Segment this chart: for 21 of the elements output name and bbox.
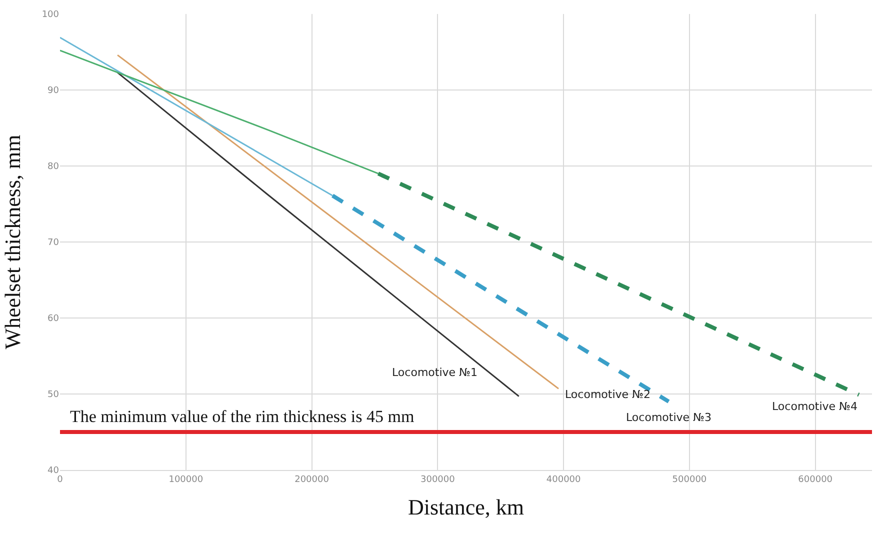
y-tick-label: 100	[42, 10, 60, 20]
y-axis-title: Wheelset thickness, mm	[0, 134, 25, 350]
series-label: Locomotive №2	[565, 388, 650, 401]
y-tick-label: 60	[48, 314, 60, 324]
x-tick-label: 500000	[672, 474, 707, 485]
x-tick-label: 400000	[546, 474, 582, 485]
ref-line-label: The minimum value of the rim thickness is 45 mm	[70, 407, 414, 426]
series-label: Locomotive №3	[626, 411, 712, 424]
series-label: Locomotive №4	[772, 400, 858, 413]
series-label: Locomotive №1	[392, 366, 478, 379]
y-tick-label: 80	[48, 162, 60, 172]
x-tick-label: 200000	[294, 474, 330, 485]
x-tick-label: 300000	[420, 474, 456, 485]
y-tick-label: 70	[48, 238, 60, 248]
y-tick-label: 50	[48, 390, 60, 400]
x-tick-label: 0	[57, 474, 64, 485]
y-tick-label: 90	[48, 86, 60, 96]
x-tick-label: 100000	[168, 474, 204, 485]
y-tick-label: 40	[48, 466, 60, 476]
x-tick-label: 600000	[798, 474, 833, 485]
x-axis-title: Distance, km	[408, 494, 524, 520]
